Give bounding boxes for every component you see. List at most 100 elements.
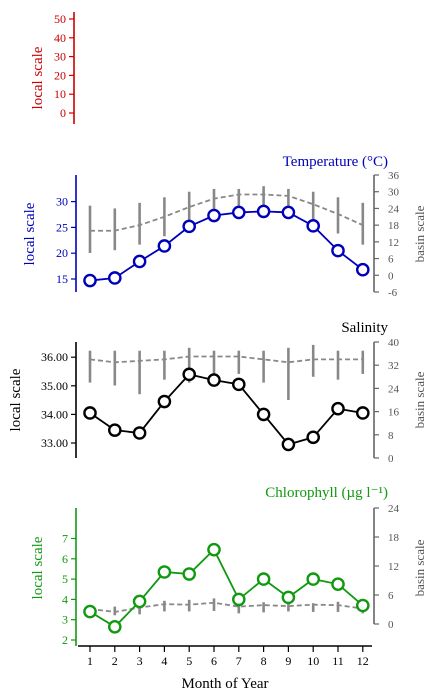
x-tick-label: 4 <box>161 654 167 668</box>
local-point <box>83 406 97 420</box>
salinity-title: Salinity <box>341 320 388 336</box>
right-tick-label: 36 <box>388 170 400 182</box>
chlorophyll-left-ticks: 2 3 4 5 6 7 <box>62 532 76 647</box>
left-tick-label: 35.00 <box>41 379 68 393</box>
right-tick-label: 6 <box>388 254 394 266</box>
temperature-local-series <box>83 204 370 288</box>
local-point <box>83 604 97 619</box>
chlorophyll-title: Chlorophyll (µg l⁻¹) <box>265 485 388 501</box>
left-tick-label: 3 <box>62 613 68 627</box>
local-point <box>331 243 345 258</box>
panel-chlorophyll: Chlorophyll (µg l⁻¹) 2 3 4 5 6 7 0 6 12 18 24 loc… <box>30 485 427 647</box>
right-tick-label: 12 <box>388 561 399 573</box>
salinity-right-axis-label: basin scale <box>412 371 427 428</box>
x-tick-label: 5 <box>186 654 192 668</box>
temperature-basin-series <box>88 186 365 253</box>
chlorophyll-local-series <box>83 542 370 634</box>
local-point <box>157 394 172 409</box>
x-tick-label: 6 <box>211 654 217 668</box>
right-tick-label: 0 <box>388 453 394 465</box>
x-tick-label: 3 <box>137 654 143 668</box>
local-point <box>182 567 196 581</box>
salinity-basin-series <box>88 344 365 400</box>
panel-salinity: Salinity 33.00 34.00 35.00 36.00 0 8 16 24 32 40… <box>8 320 427 465</box>
left-tick-label: 6 <box>62 552 68 566</box>
top-left-ticks: 0 10 20 30 40 50 <box>54 12 74 120</box>
local-point <box>132 426 147 440</box>
temperature-title: Temperature (°C) <box>283 154 388 170</box>
left-tick-label: 5 <box>62 572 68 586</box>
local-point <box>256 572 271 586</box>
left-tick-label: 15 <box>56 272 68 286</box>
right-tick-label: 18 <box>388 220 400 232</box>
local-point <box>331 577 345 591</box>
temperature-right-ticks: -6 0 6 12 18 24 30 36 <box>374 170 400 299</box>
temperature-left-axis-label: local scale <box>22 202 38 265</box>
local-point <box>256 407 271 422</box>
local-line <box>89 373 363 446</box>
local-line <box>89 548 364 628</box>
local-point <box>108 620 122 634</box>
local-point <box>108 423 122 437</box>
chlorophyll-right-ticks: 0 6 12 18 24 <box>374 503 400 631</box>
x-tick-label: 7 <box>236 654 242 668</box>
left-tick-label: 7 <box>62 532 68 546</box>
left-tick-label: 2 <box>62 633 68 647</box>
left-tick-label: 36.00 <box>41 350 68 364</box>
local-point <box>157 239 172 253</box>
local-point <box>281 437 296 452</box>
temperature-left-ticks: 15 20 25 30 <box>56 195 76 286</box>
right-tick-label: 24 <box>388 383 400 395</box>
right-tick-label: 18 <box>388 532 400 544</box>
local-point <box>306 572 321 586</box>
local-point <box>231 205 246 220</box>
right-tick-label: 0 <box>388 619 394 631</box>
left-tick-label: 10 <box>54 87 66 101</box>
local-point <box>281 205 296 220</box>
right-tick-label: 30 <box>388 187 400 199</box>
panel-top: 0 10 20 30 40 50 local scale <box>30 12 75 124</box>
local-point <box>231 377 246 392</box>
right-tick-label: 8 <box>388 430 394 442</box>
chlorophyll-right-axis-label: basin scale <box>412 539 427 596</box>
x-tick-label: 2 <box>112 654 118 668</box>
x-tick-label: 1 <box>87 654 93 668</box>
left-tick-label: 20 <box>54 68 66 82</box>
local-point <box>132 254 147 269</box>
x-tick-label: 12 <box>357 654 369 668</box>
salinity-right-ticks: 0 8 16 24 32 40 <box>374 337 400 465</box>
right-tick-label: 32 <box>388 360 399 372</box>
x-axis: 1 2 3 4 5 6 7 8 9 10 11 12 Month of Year <box>78 645 372 692</box>
local-point <box>182 219 196 234</box>
left-tick-label: 20 <box>56 246 68 260</box>
local-point <box>256 204 271 219</box>
local-point <box>355 598 370 613</box>
right-tick-label: 40 <box>388 337 400 349</box>
local-point <box>157 565 172 579</box>
x-tick-label: 11 <box>332 654 344 668</box>
local-point <box>355 262 370 277</box>
left-tick-label: 50 <box>54 12 66 26</box>
local-point <box>182 367 196 382</box>
left-tick-label: 0 <box>60 106 66 120</box>
top-left-axis-label: local scale <box>30 46 46 109</box>
x-tick-label: 10 <box>307 654 319 668</box>
right-tick-label: 0 <box>388 270 394 282</box>
right-tick-label: 12 <box>388 237 399 249</box>
basin-mean-line <box>90 193 364 232</box>
local-line <box>89 210 364 282</box>
local-point <box>207 373 221 387</box>
local-point <box>207 208 221 223</box>
x-axis-label: Month of Year <box>181 676 268 692</box>
chlorophyll-left-axis-label: local scale <box>30 536 46 599</box>
local-point <box>281 590 296 605</box>
local-point <box>83 273 97 288</box>
local-point <box>331 401 345 416</box>
x-tick-label: 9 <box>285 654 291 668</box>
right-tick-label: -6 <box>388 287 398 299</box>
left-tick-label: 40 <box>54 31 66 45</box>
local-point <box>108 271 122 285</box>
left-tick-label: 33.00 <box>41 436 68 450</box>
right-tick-label: 24 <box>388 203 400 215</box>
left-tick-label: 30 <box>56 195 68 209</box>
